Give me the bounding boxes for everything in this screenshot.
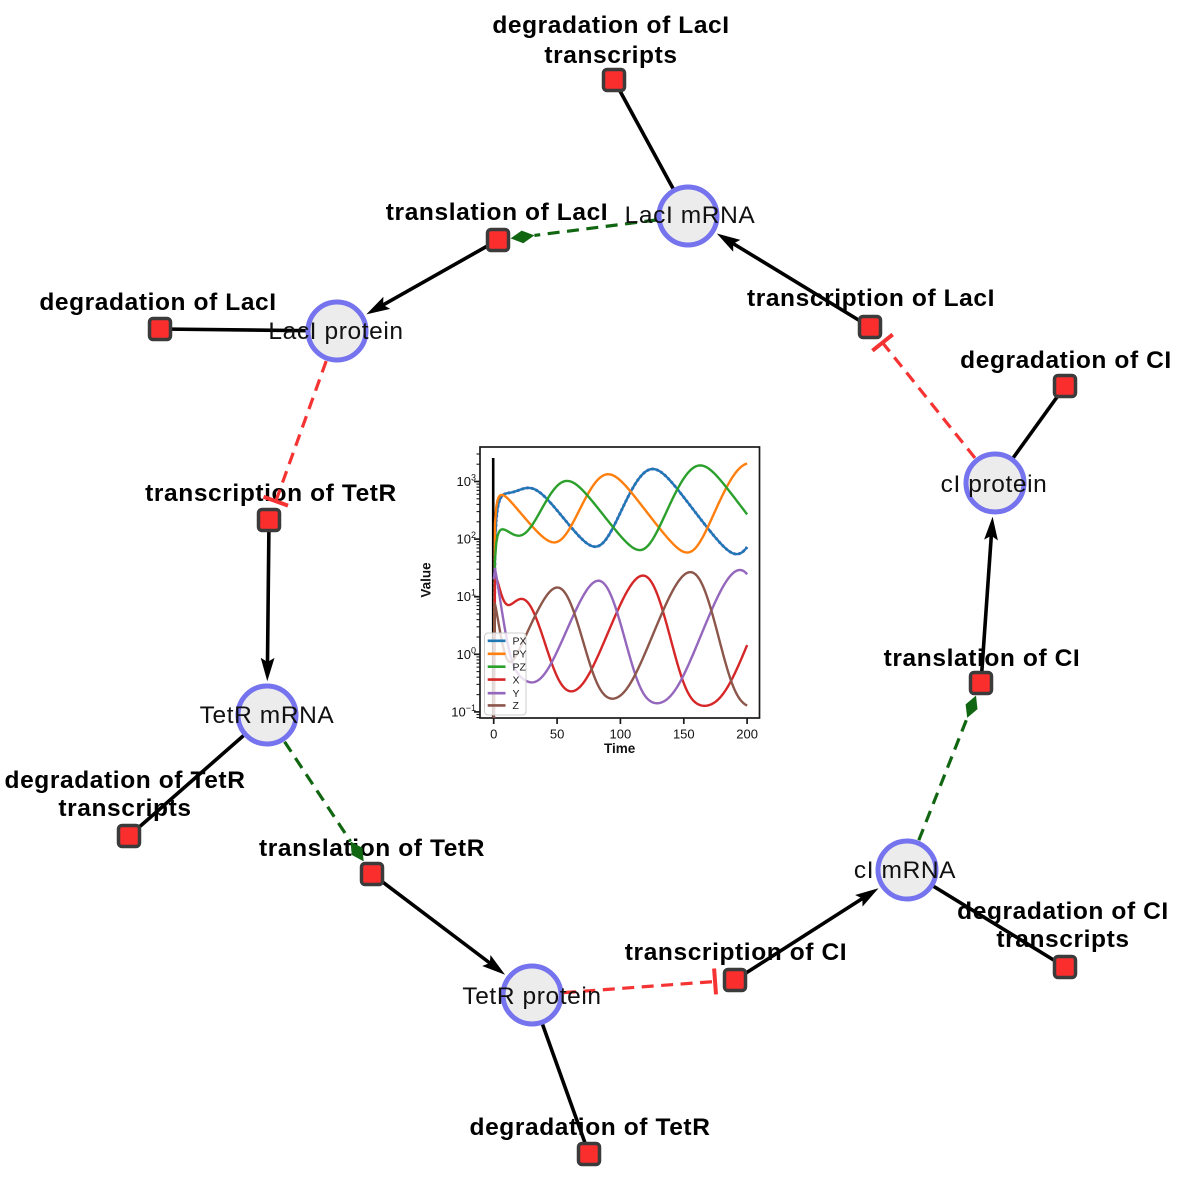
- svg-text:0: 0: [490, 727, 497, 742]
- svg-text:translation of LacI: translation of LacI: [386, 199, 608, 226]
- svg-text:degradation of LacI: degradation of LacI: [492, 12, 729, 39]
- svg-text:Time: Time: [604, 741, 636, 756]
- svg-text:degradation of TetR: degradation of TetR: [5, 767, 246, 794]
- svg-text:Value: Value: [419, 562, 434, 598]
- svg-text:PX: PX: [513, 636, 527, 648]
- svg-text:200: 200: [736, 727, 758, 742]
- svg-text:transcripts: transcripts: [544, 42, 677, 69]
- svg-text:PY: PY: [513, 649, 527, 661]
- svg-text:transcription of TetR: transcription of TetR: [145, 480, 397, 507]
- svg-text:PZ: PZ: [513, 662, 527, 674]
- svg-text:degradation of CI: degradation of CI: [960, 347, 1172, 374]
- svg-text:translation of TetR: translation of TetR: [259, 835, 485, 862]
- svg-text:100: 100: [610, 727, 632, 742]
- svg-text:degradation of TetR: degradation of TetR: [470, 1114, 711, 1141]
- svg-text:translation of CI: translation of CI: [884, 645, 1081, 672]
- svg-text:transcripts: transcripts: [996, 926, 1129, 953]
- svg-text:degradation of LacI: degradation of LacI: [39, 289, 276, 316]
- svg-text:150: 150: [673, 727, 695, 742]
- svg-text:LacI protein: LacI protein: [268, 318, 403, 345]
- svg-text:TetR protein: TetR protein: [462, 983, 601, 1010]
- svg-text:50: 50: [550, 727, 564, 742]
- svg-text:cI mRNA: cI mRNA: [854, 857, 956, 884]
- svg-text:degradation of CI: degradation of CI: [957, 898, 1169, 925]
- svg-text:LacI mRNA: LacI mRNA: [625, 202, 756, 229]
- svg-text:transcription of CI: transcription of CI: [625, 939, 847, 966]
- svg-text:X: X: [513, 674, 520, 686]
- svg-text:transcripts: transcripts: [58, 795, 191, 822]
- svg-text:cI protein: cI protein: [941, 471, 1048, 498]
- svg-text:TetR mRNA: TetR mRNA: [200, 702, 335, 729]
- svg-text:Z: Z: [513, 700, 520, 712]
- svg-text:Y: Y: [513, 688, 520, 700]
- svg-text:transcription of LacI: transcription of LacI: [747, 285, 995, 312]
